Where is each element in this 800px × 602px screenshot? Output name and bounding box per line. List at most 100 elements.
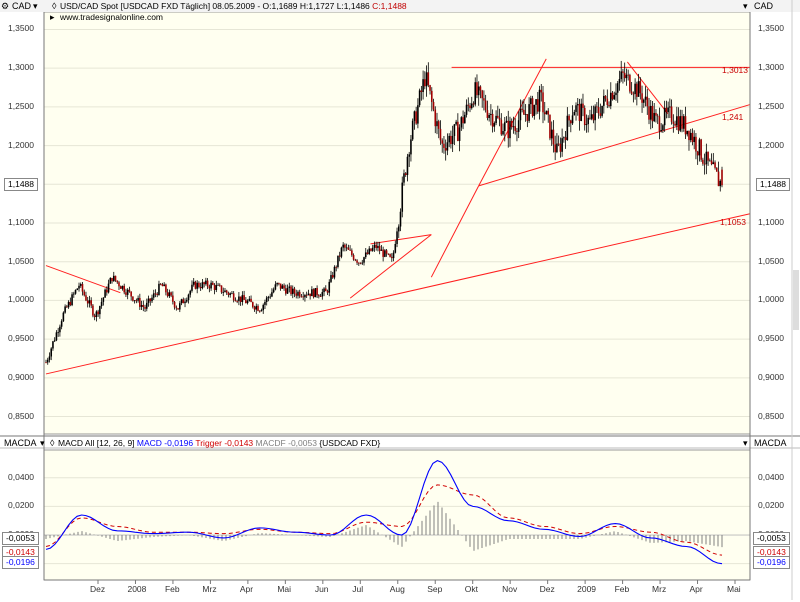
candle: [370, 248, 372, 252]
candle: [312, 288, 315, 299]
candle: [464, 111, 466, 124]
candle: [519, 99, 522, 130]
candle: [290, 285, 292, 296]
candle: [622, 68, 624, 84]
candle: [688, 130, 690, 151]
candle: [420, 85, 423, 101]
candle: [570, 119, 572, 133]
candle: [335, 265, 338, 272]
candle: [278, 282, 280, 286]
candle: [576, 98, 579, 116]
candle: [265, 295, 268, 306]
candle: [149, 298, 152, 306]
trendline-8[interactable]: [430, 185, 480, 278]
candle: [582, 93, 584, 117]
candle: [236, 299, 238, 304]
candle: [107, 279, 110, 294]
macd-line[interactable]: [45, 459, 723, 565]
candle: [698, 137, 701, 162]
candle: [144, 304, 146, 313]
candle: [700, 138, 702, 162]
candle: [450, 130, 452, 149]
candle: [670, 99, 673, 125]
candle: [66, 304, 68, 308]
macd-panel[interactable]: [43, 449, 751, 581]
candle: [251, 301, 254, 309]
candle: [623, 62, 626, 82]
candle: [417, 98, 419, 129]
candle: [184, 298, 186, 308]
candle: [434, 106, 437, 134]
candle: [415, 106, 417, 125]
candle: [260, 308, 263, 312]
candle: [693, 130, 695, 150]
candle: [686, 130, 689, 137]
candle: [580, 98, 583, 122]
candle: [432, 98, 435, 112]
candle: [603, 89, 605, 114]
candle: [337, 255, 339, 269]
candle: [154, 289, 157, 298]
candle: [314, 287, 317, 298]
candle: [46, 357, 49, 365]
candle: [123, 283, 126, 295]
candle: [601, 105, 603, 118]
candle: [69, 297, 72, 307]
trendlines[interactable]: [45, 58, 751, 375]
candle: [611, 91, 614, 101]
candle: [175, 305, 178, 311]
candle: [104, 288, 106, 298]
candle: [198, 281, 200, 289]
candle: [206, 278, 209, 290]
candle: [599, 103, 602, 119]
right-scrollbar[interactable]: [793, 270, 799, 330]
candle: [281, 283, 284, 289]
candle: [563, 136, 565, 143]
candle: [615, 83, 617, 101]
candle: [443, 136, 445, 154]
candle: [359, 262, 362, 265]
candle: [330, 270, 332, 283]
candle: [132, 296, 134, 302]
trendline-0[interactable]: [45, 213, 751, 375]
candle: [394, 240, 397, 254]
trendline-7[interactable]: [349, 234, 432, 299]
candle: [224, 287, 226, 293]
candle: [590, 105, 593, 121]
candle: [530, 95, 532, 114]
candle: [672, 114, 675, 133]
candle: [481, 89, 483, 108]
candle: [305, 291, 308, 299]
candle: [488, 112, 490, 122]
candle: [250, 295, 252, 303]
trendline-6[interactable]: [370, 234, 432, 245]
candle: [547, 108, 550, 123]
price-candles[interactable]: [45, 60, 723, 365]
candle: [396, 227, 398, 248]
candle: [238, 292, 240, 306]
candle: [73, 291, 75, 298]
candle: [345, 243, 348, 252]
candle: [248, 296, 251, 302]
candle: [437, 119, 440, 139]
trendline-2[interactable]: [478, 104, 751, 187]
candle: [516, 128, 518, 142]
candle: [549, 114, 551, 141]
candle: [118, 280, 120, 290]
candle: [102, 297, 105, 306]
candle: [135, 298, 138, 304]
candle: [662, 123, 664, 133]
candle: [674, 120, 676, 127]
trendline-5[interactable]: [626, 61, 669, 115]
candle: [399, 208, 402, 232]
candle: [634, 78, 636, 100]
candle: [192, 278, 195, 287]
candle: [695, 133, 697, 160]
candle: [378, 241, 381, 255]
candle: [703, 153, 706, 175]
candle: [347, 244, 350, 250]
candle: [644, 86, 647, 107]
candle: [231, 291, 233, 295]
candle: [391, 253, 393, 262]
candle: [663, 100, 666, 132]
